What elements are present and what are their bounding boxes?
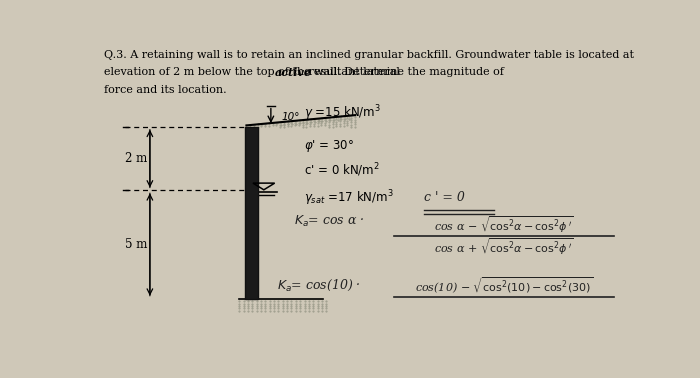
Text: cos α $+$ $\sqrt{\mathrm{cos}^2\alpha - \mathrm{cos}^2\phi\,^{\prime}}$: cos α $+$ $\sqrt{\mathrm{cos}^2\alpha - …	[434, 237, 574, 257]
Text: cos(10) $-$ $\sqrt{\mathrm{cos}^2(10)-\mathrm{cos}^2(30)}$: cos(10) $-$ $\sqrt{\mathrm{cos}^2(10)-\m…	[414, 276, 593, 296]
Text: $K_a$= cos(10) ·: $K_a$= cos(10) ·	[277, 278, 361, 293]
Text: resultant lateral: resultant lateral	[305, 67, 400, 77]
Text: c' = 0 kN/m$^2$: c' = 0 kN/m$^2$	[304, 162, 380, 180]
Text: c ' = 0: c ' = 0	[424, 191, 465, 204]
Text: cos α $-$ $\sqrt{\mathrm{cos}^2\alpha - \mathrm{cos}^2\phi\,^{\prime}}$: cos α $-$ $\sqrt{\mathrm{cos}^2\alpha - …	[434, 215, 574, 235]
Text: 10°: 10°	[281, 112, 300, 122]
Text: Q.3. A retaining wall is to retain an inclined granular backfill. Groundwater ta: Q.3. A retaining wall is to retain an in…	[104, 50, 634, 60]
Text: $\gamma$ =15 kN/m$^3$: $\gamma$ =15 kN/m$^3$	[304, 104, 382, 123]
Text: 5 m: 5 m	[125, 238, 148, 251]
Text: $\gamma_{sat}$ =17 kN/m$^3$: $\gamma_{sat}$ =17 kN/m$^3$	[304, 188, 394, 208]
Text: 2 m: 2 m	[125, 152, 148, 165]
Text: active: active	[275, 67, 312, 78]
Bar	[245, 127, 258, 299]
Text: $K_a$= cos α ·: $K_a$= cos α ·	[294, 214, 364, 229]
Text: force and its location.: force and its location.	[104, 85, 226, 94]
Text: $\varphi$' = 30°: $\varphi$' = 30°	[304, 138, 354, 155]
Text: elevation of 2 m below the top of the wall. Determine the magnitude of: elevation of 2 m below the top of the wa…	[104, 67, 507, 77]
